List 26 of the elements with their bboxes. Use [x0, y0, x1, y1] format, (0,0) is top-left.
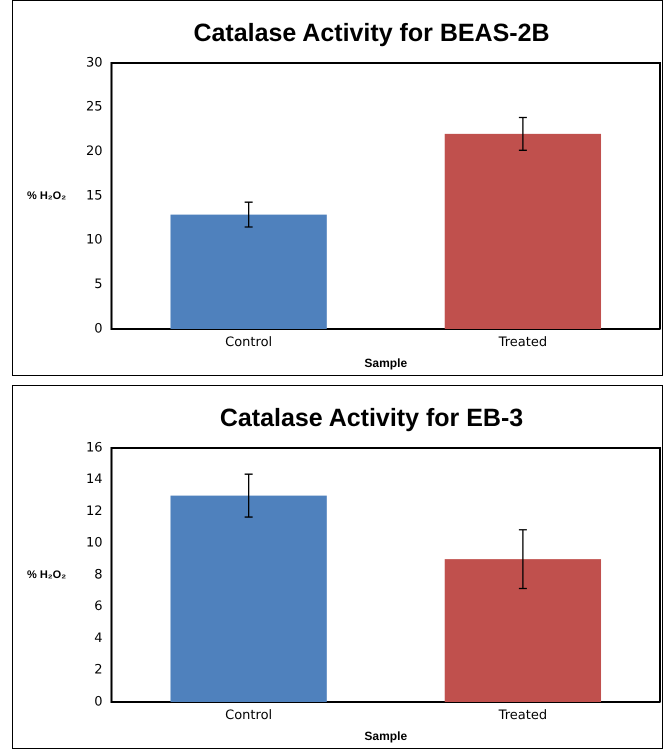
- y-tick-label: 6: [94, 599, 103, 614]
- x-tick-label: Treated: [498, 335, 548, 350]
- y-tick-label: 16: [86, 440, 103, 456]
- y-tick-label: 2: [94, 662, 103, 678]
- y-tick-label: 25: [86, 100, 103, 115]
- x-tick-label: Control: [225, 708, 272, 724]
- y-tick-label: 5: [94, 277, 103, 292]
- y-tick-label: 10: [86, 232, 103, 248]
- y-tick-label: 10: [86, 536, 103, 551]
- chart-title: Catalase Activity for EB-3: [220, 404, 524, 432]
- y-tick-label: 0: [94, 321, 103, 336]
- x-tick-label: Treated: [498, 708, 548, 724]
- y-tick-label: 12: [86, 504, 103, 519]
- x-tick-label: Control: [225, 335, 272, 350]
- y-tick-label: 8: [94, 567, 103, 582]
- x-axis-title: Sample: [364, 729, 408, 744]
- chart-title: Catalase Activity for BEAS-2B: [193, 18, 550, 47]
- y-tick-label: 30: [86, 55, 103, 70]
- y-tick-label: 0: [94, 694, 103, 710]
- y-tick-label: 14: [86, 472, 103, 488]
- y-axis-title: % H₂O₂: [27, 569, 66, 582]
- y-axis-title: % H₂O₂: [27, 190, 66, 202]
- y-tick-label: 20: [86, 144, 103, 160]
- y-tick-label: 15: [86, 188, 103, 204]
- y-tick-label: 4: [94, 630, 103, 646]
- x-axis-title: Sample: [364, 356, 408, 370]
